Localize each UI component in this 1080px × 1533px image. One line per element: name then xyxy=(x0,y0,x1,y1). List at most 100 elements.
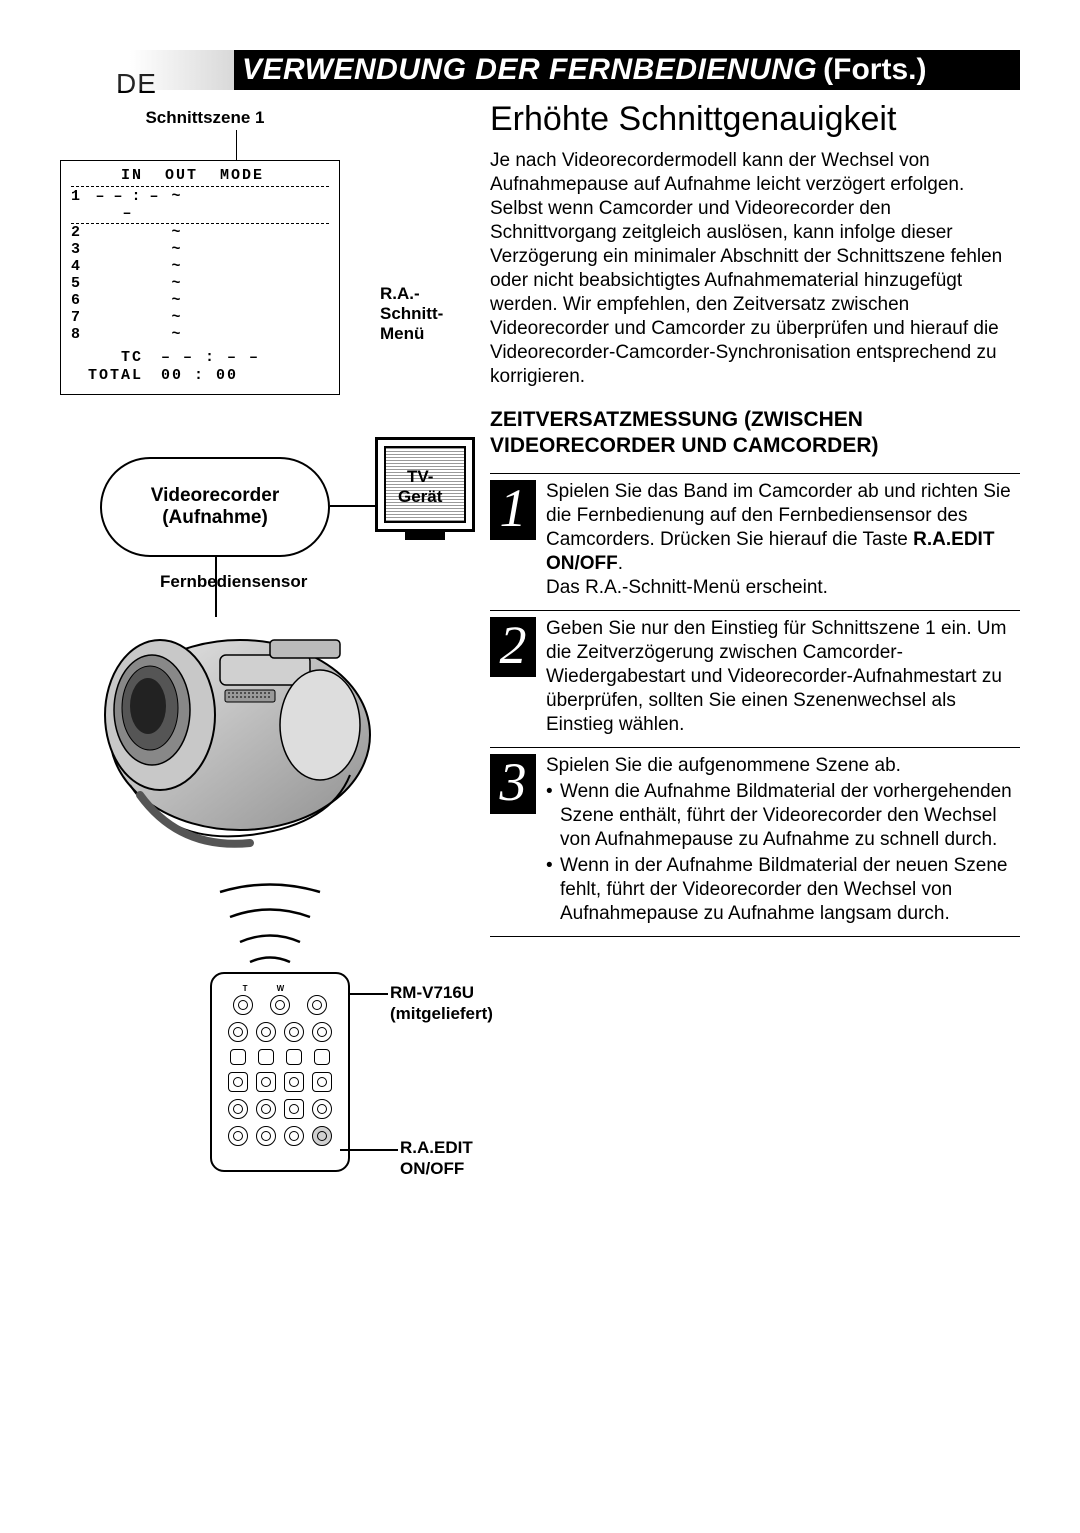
remote-t-label: T xyxy=(243,984,248,993)
menu-row-num: 7 xyxy=(71,309,87,326)
remote-w-label: W xyxy=(277,984,285,993)
ra-schnitt-menu-box: IN OUT MODE 1 – – : – – ~ 2~3~4~5~6~7~8~… xyxy=(60,160,340,395)
remote-raedit-label-1: R.A.EDIT xyxy=(400,1137,473,1158)
intro-paragraph: Je nach Videorecordermodell kann der Wec… xyxy=(490,149,1020,389)
menu-row: 7~ xyxy=(71,309,329,326)
remote-btn xyxy=(286,1049,302,1065)
remote-btn xyxy=(256,1022,276,1042)
menu-row-tilde: ~ xyxy=(167,292,185,309)
scene-1-label: Schnittszene 1 xyxy=(80,108,330,128)
section-title: Erhöhte Schnittgenauigkeit xyxy=(490,100,1020,139)
remote-btn xyxy=(314,1049,330,1065)
menu-row-num: 3 xyxy=(71,241,87,258)
title-continuation: (Forts.) xyxy=(823,53,926,87)
menu-header-out: OUT xyxy=(165,167,198,184)
step-3-intro: Spielen Sie die aufgenommene Szene ab. xyxy=(546,755,901,776)
vcr-label-2: (Aufnahme) xyxy=(162,507,268,529)
menu-row-tilde: ~ xyxy=(167,188,185,222)
step-1-text-d: Das R.A.-Schnitt-Menü erscheint. xyxy=(546,577,828,598)
subheading: ZEITVERSATZMESSUNG (ZWISCHEN VIDEORECORD… xyxy=(490,407,1020,459)
step-1: 1 Spielen Sie das Band im Camcorder ab u… xyxy=(490,473,1020,600)
right-column: Erhöhte Schnittgenauigkeit Je nach Video… xyxy=(490,100,1020,947)
remote-model-label: RM-V716U (mitgeliefert) xyxy=(390,982,493,1024)
step-3: 3 Spielen Sie die aufgenommene Szene ab.… xyxy=(490,747,1020,937)
ra-schnitt-menu-label: R.A.-Schnitt-Menü xyxy=(380,284,480,344)
remote-btn xyxy=(228,1072,248,1092)
step-number: 3 xyxy=(490,754,536,814)
ir-signal-icon xyxy=(210,877,330,967)
remote-raedit-btn xyxy=(312,1126,332,1146)
menu-header: IN OUT MODE xyxy=(71,167,329,184)
sensor-label: Fernbediensensor xyxy=(160,572,307,592)
remote-btn xyxy=(256,1072,276,1092)
menu-row-num: 5 xyxy=(71,275,87,292)
menu-row-1: 1 – – : – – ~ xyxy=(71,186,329,224)
step-1-text-c: . xyxy=(618,553,623,574)
menu-header-mode: MODE xyxy=(220,167,264,184)
menu-row-tilde: ~ xyxy=(167,309,185,326)
menu-row-num: 2 xyxy=(71,224,87,241)
remote-btn xyxy=(228,1126,248,1146)
menu-footer: TC – – : – – TOTAL 00 : 00 xyxy=(71,349,329,384)
remote-btn xyxy=(312,1022,332,1042)
menu-tc-value: – – : – – xyxy=(161,349,260,366)
remote-btn xyxy=(230,1049,246,1065)
menu-total-label: TOTAL xyxy=(71,367,161,384)
scene-pointer-line xyxy=(236,130,237,160)
menu-row-num: 4 xyxy=(71,258,87,275)
menu-row-in: – – : – – xyxy=(87,188,167,222)
menu-row: 2~ xyxy=(71,224,329,241)
menu-header-in: IN xyxy=(121,167,143,184)
remote-btn xyxy=(258,1049,274,1065)
remote-btn xyxy=(284,1072,304,1092)
remote-btn xyxy=(233,995,253,1015)
menu-row-tilde: ~ xyxy=(167,258,185,275)
remote-raedit-label: R.A.EDIT ON/OFF xyxy=(400,1137,473,1179)
menu-row: 8~ xyxy=(71,326,329,343)
camcorder-illustration xyxy=(70,595,400,875)
connector-vcr-tv xyxy=(330,505,375,507)
step-3-bullet-2: Wenn in der Aufnahme Bildmaterial der ne… xyxy=(546,854,1020,926)
step-2: 2 Geben Sie nur den Einstieg für Schnitt… xyxy=(490,610,1020,737)
vcr-label-1: Videorecorder xyxy=(151,485,279,507)
step-2-text: Geben Sie nur den Einstieg für Schnittsz… xyxy=(546,617,1020,737)
menu-row-tilde: ~ xyxy=(167,275,185,292)
remote-btn xyxy=(312,1099,332,1119)
tv-label-2: Gerät xyxy=(398,487,442,507)
remote-btn xyxy=(284,1099,304,1119)
connection-diagram: Videorecorder (Aufnahme) TV- Gerät Fernb… xyxy=(60,437,480,1377)
menu-row-mode xyxy=(265,188,329,222)
menu-row-num: 8 xyxy=(71,326,87,343)
remote-btn xyxy=(228,1022,248,1042)
remote-btn xyxy=(312,1072,332,1092)
menu-row: 6~ xyxy=(71,292,329,309)
menu-row-out xyxy=(185,188,265,222)
title-main: VERWENDUNG DER FERNBEDIENUNG xyxy=(242,53,817,87)
remote-model-label-1: RM-V716U xyxy=(390,982,493,1003)
left-column: Schnittszene 1 IN OUT MODE 1 – – : – – ~… xyxy=(60,108,480,1377)
step-number: 2 xyxy=(490,617,536,677)
remote-btn xyxy=(270,995,290,1015)
remote-raedit-label-2: ON/OFF xyxy=(400,1158,473,1179)
menu-row: 3~ xyxy=(71,241,329,258)
menu-tc-label: TC xyxy=(71,349,161,366)
menu-row: 4~ xyxy=(71,258,329,275)
remote-btn xyxy=(284,1126,304,1146)
step-3-text: Spielen Sie die aufgenommene Szene ab. W… xyxy=(546,754,1020,928)
remote-illustration: T W xyxy=(210,972,350,1172)
remote-model-label-2: (mitgeliefert) xyxy=(390,1003,493,1024)
step-number: 1 xyxy=(490,480,536,540)
title-bar: VERWENDUNG DER FERNBEDIENUNG (Forts.) xyxy=(234,50,1020,90)
tv-label-1: TV- xyxy=(398,467,442,487)
remote-model-line xyxy=(350,993,388,995)
vcr-box: Videorecorder (Aufnahme) xyxy=(100,457,330,557)
remote-btn xyxy=(256,1099,276,1119)
title-gradient xyxy=(60,50,234,90)
menu-row-tilde: ~ xyxy=(167,326,185,343)
step-3-bullet-1: Wenn die Aufnahme Bildmaterial der vorhe… xyxy=(546,780,1020,852)
menu-row-tilde: ~ xyxy=(167,224,185,241)
menu-row: 5~ xyxy=(71,275,329,292)
tv-label: TV- Gerät xyxy=(398,467,442,507)
menu-row-tilde: ~ xyxy=(167,241,185,258)
tv-base xyxy=(405,532,445,540)
